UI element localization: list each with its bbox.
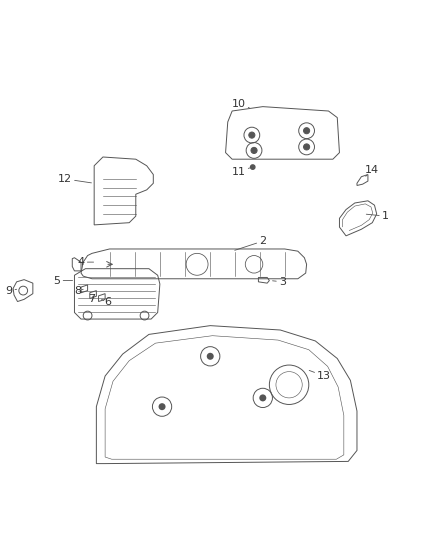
Text: 5: 5 xyxy=(53,276,73,286)
Text: 4: 4 xyxy=(78,257,94,267)
Circle shape xyxy=(304,144,310,150)
Text: 13: 13 xyxy=(309,370,331,381)
Text: 7: 7 xyxy=(88,294,95,304)
Circle shape xyxy=(249,132,255,138)
Text: 12: 12 xyxy=(58,174,92,184)
Circle shape xyxy=(304,128,310,134)
Text: 11: 11 xyxy=(232,167,250,177)
Circle shape xyxy=(207,353,214,360)
Circle shape xyxy=(159,403,166,410)
Text: 14: 14 xyxy=(365,165,379,176)
Text: 10: 10 xyxy=(232,99,249,109)
Text: 9: 9 xyxy=(5,286,17,296)
Text: 2: 2 xyxy=(235,236,266,251)
Circle shape xyxy=(251,147,257,154)
Circle shape xyxy=(251,165,255,169)
Text: 6: 6 xyxy=(102,297,111,308)
Text: 3: 3 xyxy=(272,277,286,287)
Text: 1: 1 xyxy=(366,211,389,221)
Text: 8: 8 xyxy=(74,286,83,296)
Circle shape xyxy=(259,394,266,401)
